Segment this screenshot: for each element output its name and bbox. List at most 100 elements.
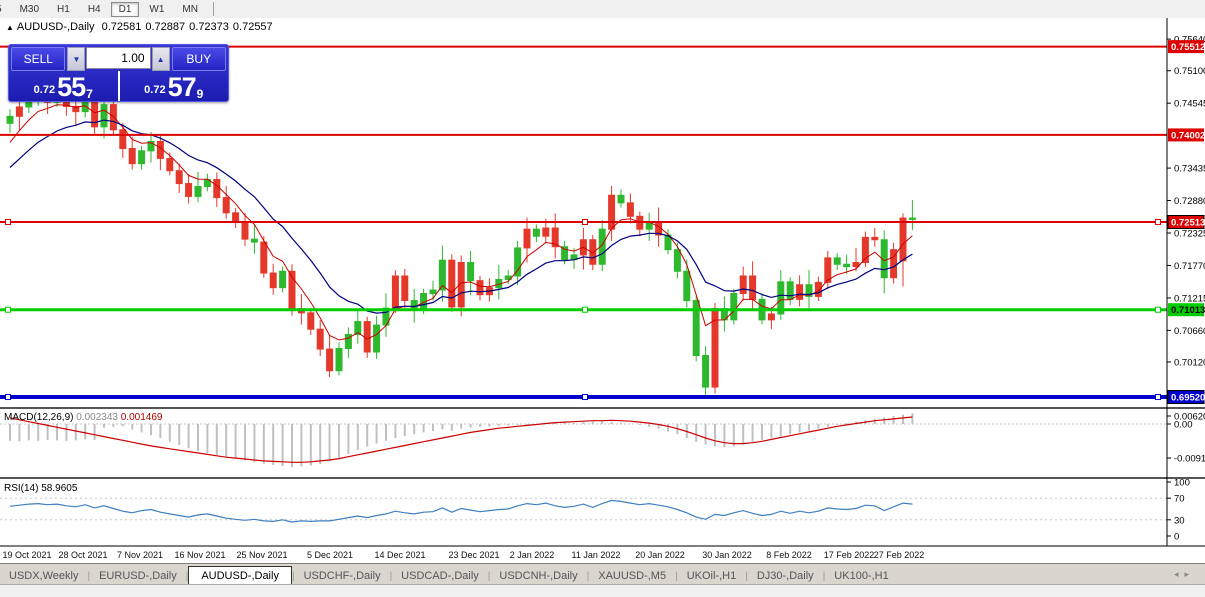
tab-separator: | xyxy=(389,571,393,582)
macd-axis-label: -0.00919 xyxy=(1174,454,1205,465)
hline-marker[interactable] xyxy=(582,219,588,225)
timeframe-button-w1[interactable]: W1 xyxy=(149,3,165,15)
timeframe-button-m30[interactable]: M30 xyxy=(19,3,40,15)
macd-histogram-bar xyxy=(554,422,557,424)
candle-body xyxy=(532,228,540,237)
tab-dj30-daily[interactable]: DJ30-,Daily xyxy=(756,569,814,582)
volume-increase-button[interactable]: ▲ xyxy=(151,47,170,71)
candle-body xyxy=(185,183,193,197)
macd-histogram-bar xyxy=(131,424,134,430)
tab-scroll-left-icon[interactable]: ◂ xyxy=(1173,569,1185,579)
macd-histogram-bar xyxy=(855,421,857,424)
volume-decrease-button[interactable]: ▼ xyxy=(67,47,86,71)
chart-title: ▲ AUDUSD-,Daily 0.72581 0.72887 0.72373 0.72… xyxy=(6,21,277,33)
macd-histogram-bar xyxy=(779,424,782,437)
hline-axis-label-bg xyxy=(1168,303,1204,317)
macd-histogram-bar xyxy=(873,418,876,424)
macd-histogram-bar xyxy=(27,424,30,441)
macd-histogram-bar xyxy=(262,424,265,464)
hline-marker[interactable] xyxy=(5,306,11,313)
candle-body xyxy=(908,217,916,220)
chart-area[interactable]: ▲ AUDUSD-,Daily 0.72581 0.72887 0.72373 0.72… xyxy=(0,18,1205,563)
macd-histogram-bar xyxy=(121,424,124,427)
date-label: 14 Dec 2021 xyxy=(374,550,425,560)
hline-marker[interactable] xyxy=(582,306,588,313)
macd-histogram-bar xyxy=(65,424,68,441)
tab-usdchf-daily[interactable]: USDCHF-,Daily xyxy=(303,569,381,582)
macd-histogram-bar xyxy=(225,424,228,457)
sell-button[interactable]: SELL xyxy=(11,47,66,71)
hline-marker[interactable] xyxy=(1155,394,1161,401)
hline-marker[interactable] xyxy=(1155,306,1161,313)
tab-separator: | xyxy=(586,571,590,582)
macd-histogram-bar xyxy=(385,424,387,441)
tab-usdcad-daily[interactable]: USDCAD-,Daily xyxy=(401,569,479,582)
tab-xauusd-m5[interactable]: XAUUSD-,M5 xyxy=(598,569,667,582)
axis-tick-label: 0.71770 xyxy=(1174,261,1205,272)
timeframe-button-mn[interactable]: MN xyxy=(182,3,198,15)
candle-body xyxy=(373,324,381,353)
macd-histogram-bar xyxy=(56,424,58,441)
price-chart-svg[interactable]: 0.756400.751000.745450.734350.728800.723… xyxy=(0,18,1205,563)
candle-body xyxy=(15,106,23,117)
candle-body xyxy=(119,129,127,149)
tab-audusd-daily[interactable]: AUDUSD-,Daily xyxy=(188,566,292,586)
candle-body xyxy=(843,263,851,268)
timeframe-button-5[interactable]: 5 xyxy=(0,2,10,17)
tab-separator: | xyxy=(745,571,748,582)
candle-body xyxy=(335,347,343,372)
candle-body xyxy=(147,140,155,152)
macd-histogram-bar xyxy=(356,424,359,451)
hline-marker[interactable] xyxy=(5,394,11,401)
ohlc-open: 0.72581 xyxy=(101,21,142,33)
macd-histogram-bar xyxy=(742,424,745,445)
tab-uk100-h1[interactable]: UK100-,H1 xyxy=(834,569,889,582)
tab-separator: | xyxy=(291,571,295,582)
hline-marker[interactable] xyxy=(5,219,11,225)
buy-price[interactable]: 0.72 57 9 xyxy=(120,71,229,101)
candle-body xyxy=(476,280,484,296)
volume-input[interactable]: 1.00 xyxy=(86,47,151,69)
candle-body xyxy=(429,289,437,295)
axis-tick-label: 0.70660 xyxy=(1174,326,1205,337)
date-label: 16 Nov 2021 xyxy=(174,550,225,560)
candle-body xyxy=(410,300,418,309)
tab-usdcnh-daily[interactable]: USDCNH-,Daily xyxy=(499,569,578,582)
candle-body xyxy=(626,202,634,217)
candle-body xyxy=(551,227,559,248)
timeframe-toolbar: 5 M30 H1 H4 D1 W1 MN xyxy=(0,0,1205,19)
timeframe-buttons: 5 M30 H1 H4 D1 W1 MN xyxy=(0,1,207,17)
tab-ukoil-h1[interactable]: UKOil-,H1 xyxy=(686,569,737,582)
macd-histogram-bar xyxy=(460,424,463,429)
timeframe-button-d1[interactable]: D1 xyxy=(110,1,140,17)
timeframe-button-h1[interactable]: H1 xyxy=(57,3,70,15)
hline-marker[interactable] xyxy=(582,394,588,401)
macd-axis-label: 0.006201 xyxy=(1174,412,1205,423)
candle-body xyxy=(194,186,202,197)
buy-button[interactable]: BUY xyxy=(171,47,227,71)
candle-body xyxy=(664,234,672,251)
candle-body xyxy=(692,300,700,357)
candle-body xyxy=(326,348,334,372)
macd-histogram-bar xyxy=(573,423,575,424)
candle-body xyxy=(523,228,531,249)
rsi-line xyxy=(9,499,913,523)
collapse-icon[interactable]: ▲ xyxy=(6,23,14,32)
candle-body xyxy=(890,249,898,279)
candle-body xyxy=(824,257,832,283)
candle-body xyxy=(608,194,616,230)
tab-usdx-weekly[interactable]: USDX,Weekly xyxy=(9,569,79,582)
hline-marker[interactable] xyxy=(1155,219,1161,225)
macd-histogram-bar xyxy=(300,424,303,467)
macd-histogram-bar xyxy=(507,424,510,426)
tab-eurusd-daily[interactable]: EURUSD-,Daily xyxy=(99,569,177,582)
timeframe-button-h4[interactable]: H4 xyxy=(87,3,101,15)
candle-body xyxy=(796,284,804,300)
macd-histogram-bar xyxy=(582,422,585,424)
tab-scroll-right-icon[interactable]: ▸ xyxy=(1184,569,1195,579)
candle-body xyxy=(100,104,108,128)
sell-price[interactable]: 0.72 55 7 xyxy=(9,71,120,101)
ohlc-low: 0.72373 xyxy=(189,21,229,33)
sell-price-prefix: 0.72 xyxy=(33,84,56,96)
candle-body xyxy=(514,247,522,277)
